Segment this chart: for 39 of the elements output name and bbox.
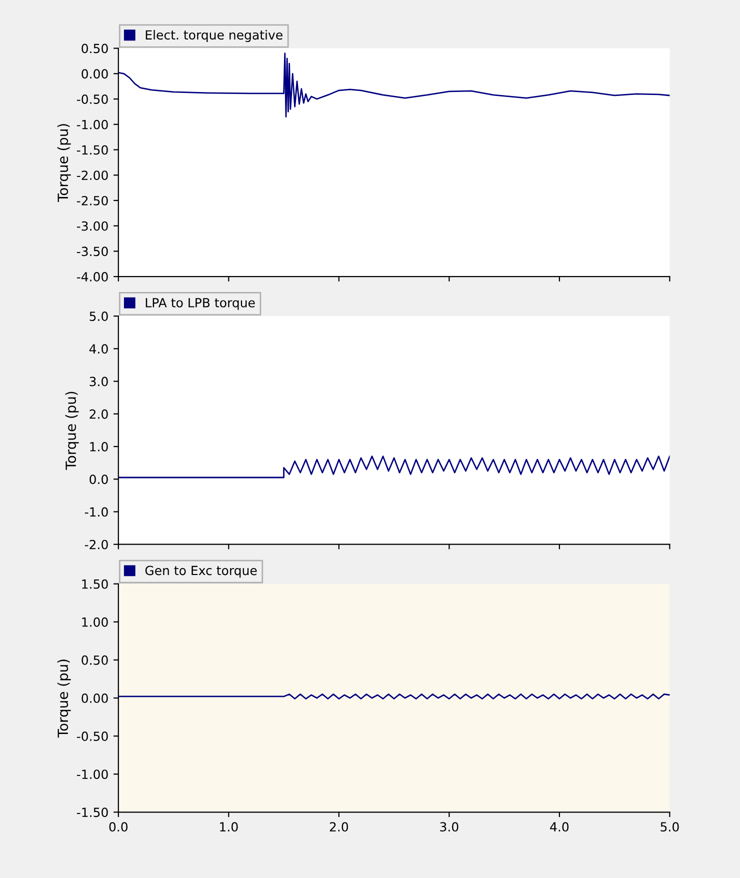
y-tick-label: 2.0 [90,409,108,419]
legend-label: LPA to LPB torque [146,298,255,310]
x-tick-label: 0.0 [109,822,128,832]
y-tick-label: 0.50 [82,44,108,54]
y-tick-label: -2.0 [84,540,108,550]
y-tick-label: -1.50 [76,145,108,155]
y-tick-label: 0.00 [82,69,108,79]
y-tick-label: -0.50 [76,94,108,104]
legend-label: Elect. torque negative [146,30,282,42]
y-tick-label: 0.00 [82,693,108,703]
line-series [118,52,670,118]
y-tick-label: 5.0 [90,312,108,322]
y-tick-label: -1.0 [84,507,108,517]
legend-label: Gen to Exc torque [145,566,257,578]
y-tick-label: -3.50 [76,246,108,256]
y-axis-title: Torque (pu) [57,124,71,202]
x-tick-label: 3.0 [440,822,458,832]
x-tick-label: 4.0 [550,822,569,832]
y-axis-title: Torque (pu) [57,660,71,738]
x-tick-label: 2.0 [330,822,348,832]
y-tick-label: -0.50 [76,732,108,741]
y-tick-label: 1.0 [90,442,108,452]
x-tick-label: 1.0 [220,822,238,832]
y-tick-label: -2.50 [76,196,108,206]
y-tick-label: 1.00 [82,617,108,627]
y-tick-label: -1.00 [76,120,108,130]
y-tick-label: -3.00 [76,221,108,231]
y-tick-label: -1.50 [76,808,108,818]
y-tick-label: 0.50 [82,655,108,665]
y-tick-label: -4.00 [76,272,108,282]
x-tick-label: 5.0 [660,822,679,832]
y-tick-label: 4.0 [89,344,108,354]
y-tick-label: -2.00 [76,170,108,180]
y-tick-label: 1.50 [82,579,108,589]
line-series [118,456,670,478]
y-axis-title: Torque (pu) [65,392,79,470]
y-tick-label: -1.00 [76,770,108,780]
y-tick-label: 0.0 [90,474,108,484]
y-tick-label: 3.0 [90,376,108,386]
